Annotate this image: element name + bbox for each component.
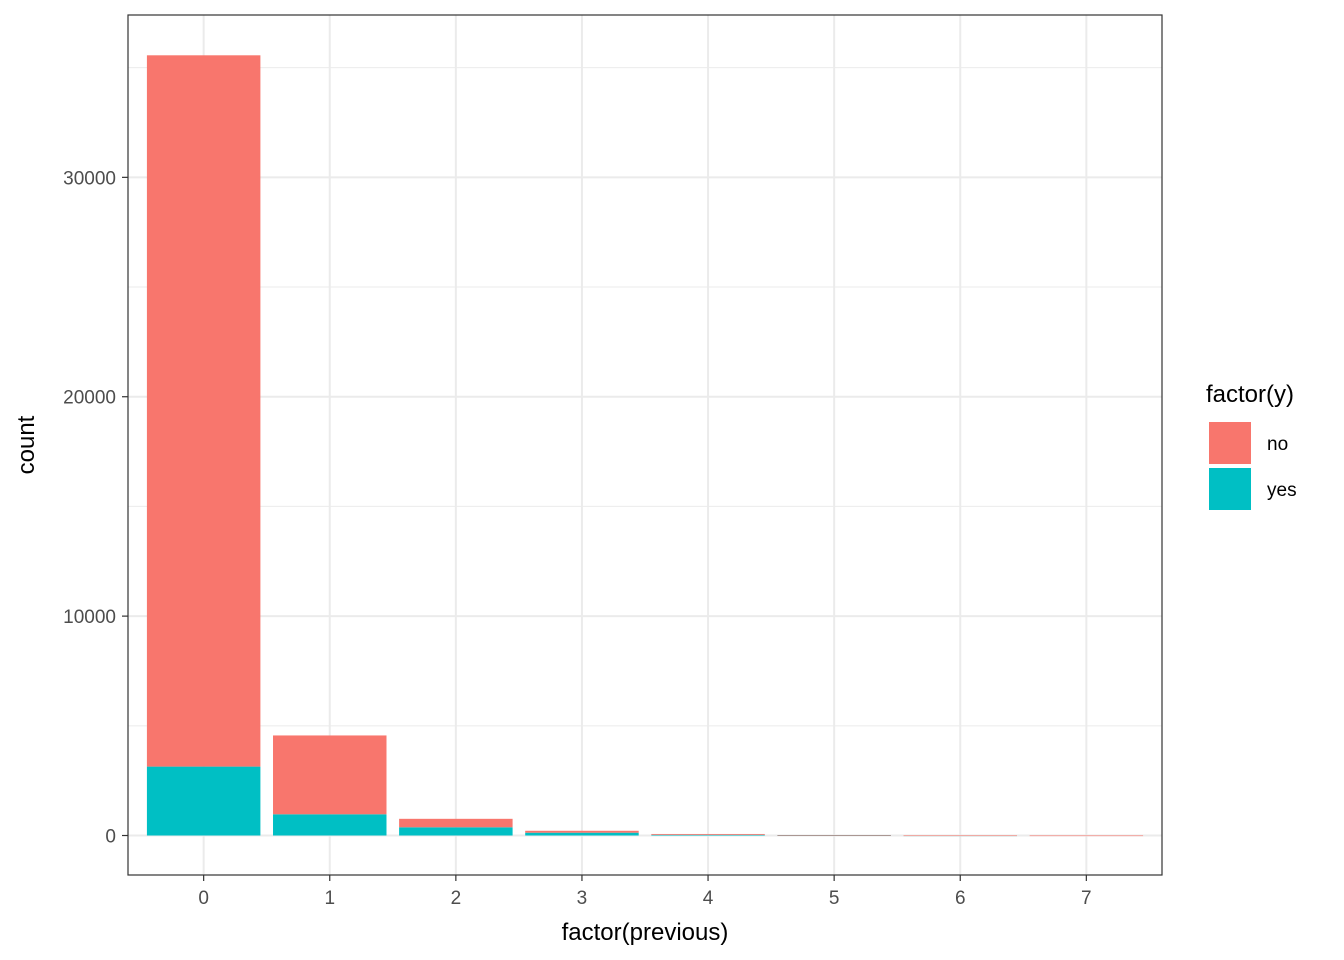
x-tick-label: 7 [1081,888,1092,909]
x-axis: 0 1 2 3 4 5 6 7 [198,875,1092,909]
bar-yes-1 [273,814,387,836]
bar-no-3 [525,830,639,833]
y-axis: 0 10000 20000 30000 [63,168,128,848]
panel-background [128,15,1162,875]
x-tick-label: 1 [324,888,335,909]
x-tick-label: 3 [577,888,588,909]
x-tick-label: 5 [829,888,840,909]
legend-title: factor(y) [1206,381,1294,408]
legend-key-yes [1209,468,1251,510]
plot-panel [127,14,1163,876]
bar-no-7 [1029,835,1144,837]
minor-gridlines [128,67,1162,727]
bar-no-1 [273,735,387,815]
legend: factor(y) no yes [1206,381,1297,510]
legend-entries: no yes [1209,422,1297,510]
x-tick-label: 6 [955,888,966,909]
x-tick-label: 0 [198,888,209,909]
y-tick-label: 20000 [63,388,116,409]
legend-key-no [1209,422,1251,464]
y-tick-label: 0 [105,827,116,848]
x-tick-label: 4 [703,888,714,909]
bar-yes-0 [146,766,261,836]
bar-yes-3 [525,832,639,836]
x-tick-label: 2 [451,888,462,909]
legend-label-yes: yes [1267,480,1297,501]
legend-label-no: no [1267,434,1288,455]
bar-yes-2 [399,827,513,836]
y-tick-label: 10000 [63,607,116,628]
bar-no-2 [399,818,513,828]
bar-yes-4 [651,834,765,836]
bars [146,55,1144,837]
bar-no-4 [651,833,765,835]
y-tick-label: 30000 [63,168,116,189]
bar-no-0 [146,55,261,767]
bar-no-5 [777,835,891,836]
panel-border [127,14,1163,876]
y-axis-title: count [13,415,40,474]
x-axis-title: factor(previous) [562,919,729,946]
bar-no-6 [903,835,1017,837]
